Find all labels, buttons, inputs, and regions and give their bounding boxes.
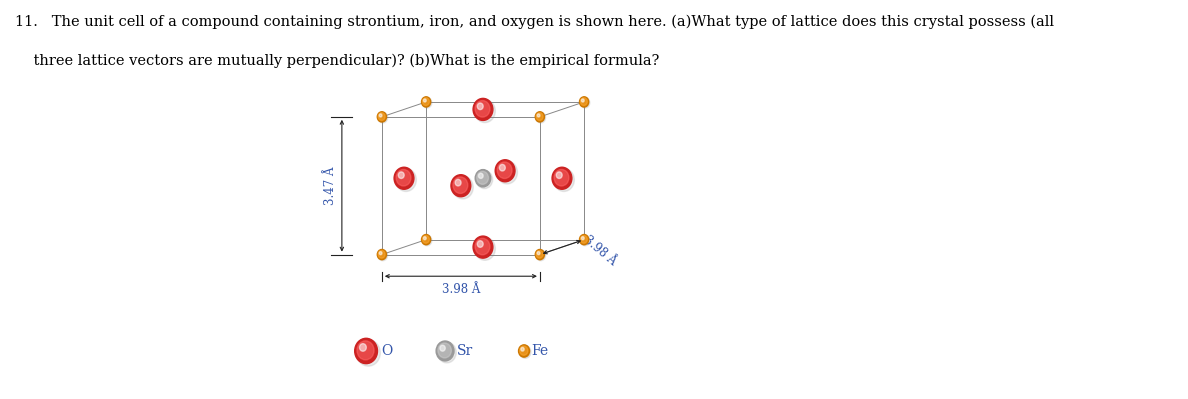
Ellipse shape — [437, 342, 456, 363]
Ellipse shape — [423, 99, 426, 102]
Ellipse shape — [519, 346, 527, 355]
Ellipse shape — [580, 235, 589, 245]
Ellipse shape — [475, 101, 489, 117]
Ellipse shape — [536, 112, 545, 123]
Ellipse shape — [556, 172, 562, 178]
Text: 11.   The unit cell of a compound containing strontium, iron, and oxygen is show: 11. The unit cell of a compound containi… — [15, 15, 1055, 29]
Ellipse shape — [520, 348, 524, 351]
Text: three lattice vectors are mutually perpendicular)? (b)What is the empirical form: three lattice vectors are mutually perpe… — [15, 54, 659, 68]
Ellipse shape — [537, 114, 541, 117]
Ellipse shape — [581, 237, 584, 240]
Ellipse shape — [451, 175, 470, 197]
Ellipse shape — [438, 343, 451, 358]
Ellipse shape — [536, 112, 544, 122]
Ellipse shape — [554, 170, 569, 186]
Ellipse shape — [453, 177, 468, 194]
Text: O: O — [381, 344, 392, 358]
Ellipse shape — [378, 113, 385, 120]
Ellipse shape — [580, 97, 589, 108]
Ellipse shape — [473, 236, 493, 258]
Ellipse shape — [495, 160, 516, 182]
Ellipse shape — [581, 98, 587, 105]
Ellipse shape — [475, 170, 491, 187]
Ellipse shape — [536, 113, 543, 120]
Text: 3.98 Å: 3.98 Å — [442, 283, 480, 296]
Ellipse shape — [440, 345, 446, 351]
Ellipse shape — [378, 250, 387, 261]
Ellipse shape — [537, 252, 541, 255]
Ellipse shape — [356, 340, 380, 366]
Ellipse shape — [378, 112, 387, 123]
Ellipse shape — [479, 173, 484, 178]
Ellipse shape — [580, 235, 589, 246]
Ellipse shape — [423, 237, 426, 240]
Ellipse shape — [360, 344, 366, 351]
Ellipse shape — [519, 346, 531, 358]
Ellipse shape — [536, 249, 544, 260]
Ellipse shape — [478, 103, 484, 110]
Ellipse shape — [497, 161, 518, 184]
Ellipse shape — [396, 170, 411, 186]
Text: Fe: Fe — [531, 344, 548, 358]
Ellipse shape — [422, 97, 431, 107]
Ellipse shape — [498, 162, 512, 178]
Ellipse shape — [474, 99, 495, 122]
Ellipse shape — [474, 237, 495, 260]
Ellipse shape — [554, 168, 574, 192]
Ellipse shape — [536, 250, 545, 261]
Ellipse shape — [499, 164, 505, 171]
Text: 3.47 Å: 3.47 Å — [323, 166, 336, 205]
Ellipse shape — [379, 114, 383, 117]
Ellipse shape — [581, 99, 584, 102]
Text: 3.98 Å: 3.98 Å — [581, 234, 619, 269]
Ellipse shape — [379, 252, 383, 255]
Ellipse shape — [453, 176, 473, 199]
Ellipse shape — [580, 97, 589, 107]
Ellipse shape — [536, 251, 543, 258]
Ellipse shape — [378, 251, 385, 258]
Ellipse shape — [394, 167, 413, 189]
Ellipse shape — [422, 97, 432, 108]
Ellipse shape — [476, 171, 488, 184]
Ellipse shape — [396, 168, 416, 192]
Ellipse shape — [436, 341, 454, 361]
Ellipse shape — [422, 235, 432, 246]
Ellipse shape — [473, 99, 493, 120]
Ellipse shape — [423, 98, 429, 105]
Ellipse shape — [518, 345, 530, 357]
Ellipse shape — [378, 249, 386, 260]
Ellipse shape — [476, 170, 493, 189]
Ellipse shape — [552, 167, 571, 189]
Ellipse shape — [423, 235, 429, 243]
Text: Sr: Sr — [456, 344, 473, 358]
Ellipse shape — [475, 238, 489, 255]
Ellipse shape — [455, 179, 461, 186]
Ellipse shape — [581, 235, 587, 243]
Ellipse shape — [422, 235, 431, 245]
Ellipse shape — [356, 341, 374, 360]
Ellipse shape — [378, 112, 386, 122]
Ellipse shape — [398, 172, 404, 178]
Ellipse shape — [478, 241, 484, 247]
Ellipse shape — [355, 338, 378, 363]
